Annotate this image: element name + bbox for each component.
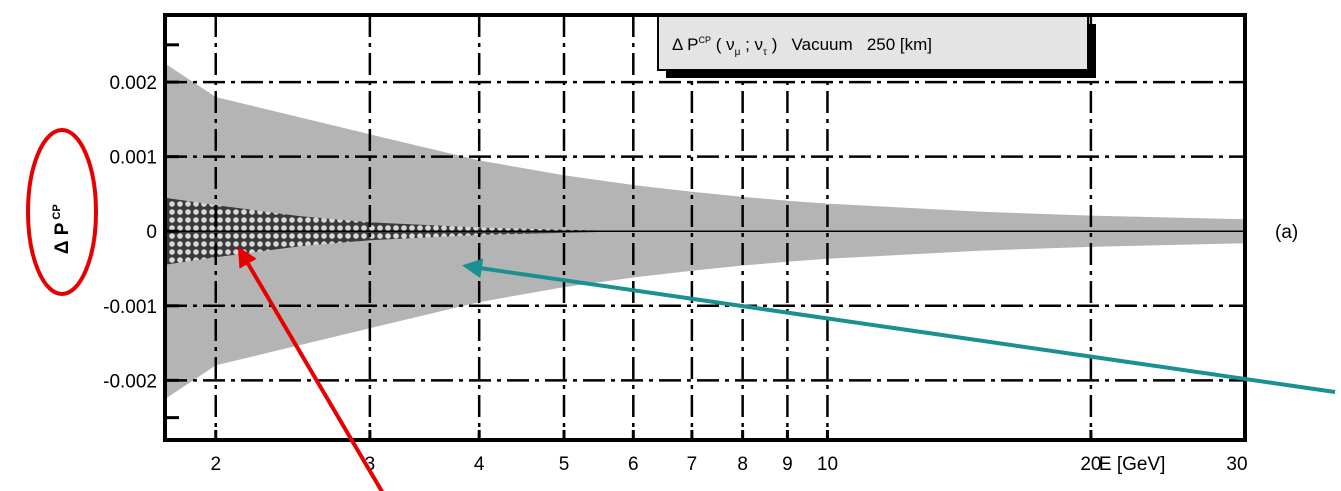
y-axis-label-sup: CP	[51, 204, 63, 219]
x-tick-label-4: 4	[474, 454, 485, 475]
teal-arrow	[462, 258, 1336, 394]
highlight-ellipse	[26, 128, 98, 296]
red-arrow	[237, 246, 384, 491]
chart-title-main: Δ P	[672, 35, 698, 54]
chart-title-paren-open: ( ν	[711, 35, 735, 54]
x-tick-label-9: 9	[782, 454, 793, 475]
chart-title-sub1: μ	[735, 47, 741, 58]
y-tick-label-0: 0	[146, 222, 157, 243]
title-box	[657, 15, 1089, 71]
x-axis-label: E [GeV]	[1099, 454, 1166, 475]
x-tick-label-5: 5	[559, 454, 570, 475]
chart-title-rest: ) Vacuum 250 [km]	[767, 35, 932, 54]
x-tick-label-7: 7	[687, 454, 698, 475]
x-tick-label-30: 30	[1226, 454, 1247, 475]
y-tick-label-0.002: 0.002	[109, 73, 157, 94]
chart-title: Δ PCP ( νμ ; ντ ) Vacuum 250 [km]	[672, 35, 932, 58]
x-tick-label-8: 8	[737, 454, 748, 475]
chart-title-sub2: τ	[763, 47, 767, 58]
panel-label: (a)	[1275, 222, 1298, 243]
y-axis-label: Δ P CP	[51, 204, 73, 254]
x-tick-label-2: 2	[210, 454, 221, 475]
x-tick-label-3: 3	[365, 454, 376, 475]
chart-title-sup: CP	[698, 35, 711, 45]
x-tick-label-10: 10	[817, 454, 838, 475]
y-axis-label-main: Δ P	[52, 222, 73, 254]
y-tick-label--0.002: -0.002	[103, 371, 157, 392]
y-tick-label--0.001: -0.001	[103, 297, 157, 318]
y-tick-label-0.001: 0.001	[109, 148, 157, 169]
x-tick-label-20: 20	[1080, 454, 1101, 475]
x-tick-label-6: 6	[628, 454, 639, 475]
chart-title-sep: ; ν	[740, 35, 763, 54]
